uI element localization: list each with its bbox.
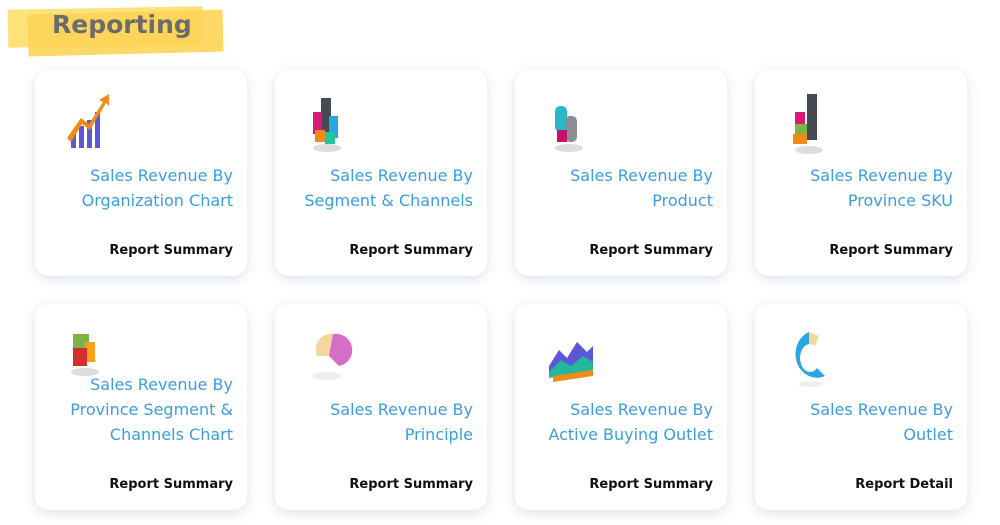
report-card[interactable]: Sales Revenue By Province SKU Report Summa… (755, 70, 967, 276)
report-title-line: Sales Revenue By (570, 400, 713, 419)
report-title-line: Sales Revenue By (570, 166, 713, 185)
report-card[interactable]: Sales Revenue By Outlet Report Detail (755, 304, 967, 510)
report-title-line: Outlet (903, 425, 953, 444)
3d-donut-chart-icon (785, 326, 835, 392)
report-title-line: Sales Revenue By (810, 166, 953, 185)
report-card[interactable]: Sales Revenue By Organization Chart Report… (35, 70, 247, 276)
report-card[interactable]: Sales Revenue By Product Report Summary (515, 70, 727, 276)
report-type-label: Report Summary (109, 243, 233, 258)
3d-bar-chart-icon (305, 92, 355, 158)
report-card[interactable]: Sales Revenue By Province Segment & Channe… (35, 304, 247, 510)
report-title[interactable]: Sales Revenue By Outlet (753, 397, 953, 447)
report-title-line: Province SKU (847, 191, 953, 210)
report-title-line: Province Segment & (70, 400, 233, 419)
report-title-line: Segment & Channels (304, 191, 473, 210)
report-title[interactable]: Sales Revenue By Active Buying Outlet (513, 397, 713, 447)
report-type-label: Report Detail (855, 477, 953, 492)
3d-area-chart-icon (545, 326, 595, 392)
report-type-label: Report Summary (109, 477, 233, 492)
report-title-line: Principle (404, 425, 473, 444)
report-title[interactable]: Sales Revenue By Province Segment & Channe… (33, 372, 233, 447)
report-type-label: Report Summary (349, 243, 473, 258)
report-title-line: Sales Revenue By (330, 166, 473, 185)
3d-stacked-bar-icon (785, 92, 835, 158)
report-title-line: Sales Revenue By (810, 400, 953, 419)
report-type-label: Report Summary (589, 243, 713, 258)
report-type-label: Report Summary (589, 477, 713, 492)
report-title[interactable]: Sales Revenue By Principle (273, 397, 473, 447)
3d-box-chart-icon (65, 326, 115, 392)
report-title-line: Organization Chart (81, 191, 233, 210)
report-card[interactable]: Sales Revenue By Principle Report Summary (275, 304, 487, 510)
3d-cylinder-chart-icon (545, 92, 595, 158)
report-card[interactable]: Sales Revenue By Active Buying Outlet Repo… (515, 304, 727, 510)
report-title[interactable]: Sales Revenue By Organization Chart (33, 163, 233, 213)
report-title-line: Sales Revenue By (90, 375, 233, 394)
report-title[interactable]: Sales Revenue By Segment & Channels (273, 163, 473, 213)
3d-pie-chart-icon (305, 326, 355, 392)
report-title-line: Active Buying Outlet (548, 425, 713, 444)
report-title-line: Sales Revenue By (90, 166, 233, 185)
report-title-line: Channels Chart (109, 425, 233, 444)
report-title-line: Sales Revenue By (330, 400, 473, 419)
rising-bar-chart-icon (65, 92, 115, 158)
report-title[interactable]: Sales Revenue By Product (513, 163, 713, 213)
page-header: Reporting (7, 4, 224, 57)
report-type-label: Report Summary (349, 477, 473, 492)
report-card[interactable]: Sales Revenue By Segment & Channels Report… (275, 70, 487, 276)
report-type-label: Report Summary (829, 243, 953, 258)
page-title: Reporting (52, 10, 192, 39)
report-title-line: Product (652, 191, 713, 210)
report-title[interactable]: Sales Revenue By Province SKU (753, 163, 953, 213)
